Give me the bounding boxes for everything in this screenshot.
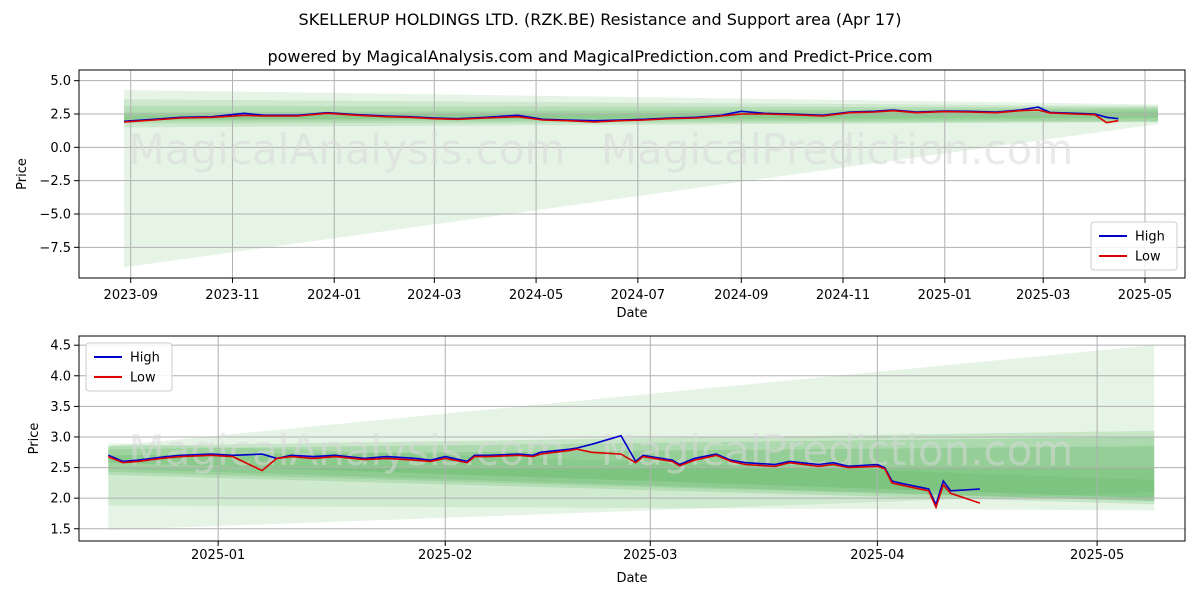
legend-box	[1090, 221, 1178, 271]
watermark-text: MagicalAnalysis.com	[129, 426, 566, 475]
legend-box	[85, 342, 173, 392]
x-tick-label: 2024-11	[816, 288, 870, 303]
chart-subtitle: powered by MagicalAnalysis.com and Magic…	[267, 47, 932, 66]
series-line-low	[107, 448, 981, 510]
legend-label-low: Low	[130, 371, 156, 386]
band-area	[124, 99, 1159, 128]
legend-label-high: High	[130, 351, 160, 366]
legend-label-low: Low	[1135, 250, 1161, 265]
y-tick-label: 5.0	[50, 74, 71, 89]
legend-label-high: High	[1135, 230, 1165, 245]
legend: High Low	[1090, 221, 1178, 271]
y-tick-label: 3.5	[50, 400, 71, 415]
x-axis-label: Date	[616, 306, 647, 321]
grid-lines	[79, 70, 1185, 278]
x-tick-label: 2024-07	[611, 288, 665, 303]
x-tick-label: 2025-01	[918, 288, 972, 303]
x-tick-label: 2025-03	[1016, 288, 1070, 303]
band-area	[108, 436, 1155, 502]
legend: High Low	[85, 342, 173, 392]
band-area	[124, 90, 1159, 268]
axes-frame	[78, 69, 1186, 279]
y-tick-label: 0.0	[50, 141, 71, 156]
plot-bottom: 2025-01 2025-02 2025-03 2025-04 2025-05 4.5 4.…	[27, 335, 1186, 586]
x-tick-label: 2025-05	[1070, 548, 1124, 563]
y-tick-label: 2.0	[50, 492, 71, 507]
y-tick-label: 4.5	[50, 339, 71, 354]
watermark-text: MagicalAnalysis.com	[129, 125, 566, 174]
series-line-low	[123, 109, 1119, 124]
x-tick-label: 2024-09	[714, 288, 768, 303]
x-tick-label: 2024-01	[307, 288, 361, 303]
x-axis-label: Date	[616, 571, 647, 586]
x-tick-label: 2025-01	[191, 548, 245, 563]
chart-title: SKELLERUP HOLDINGS LTD. (RZK.BE) Resista…	[299, 10, 902, 29]
watermark-text: MagicalPrediction.com	[601, 426, 1074, 475]
tick-labels: 2025-01 2025-02 2025-03 2025-04 2025-05 4.5 4.…	[50, 339, 1124, 563]
y-tick-label: 2.5	[50, 461, 71, 476]
x-tick-label: 2025-04	[850, 548, 904, 563]
y-tick-label: −5.0	[39, 208, 71, 223]
tick-labels: 2023-09 2023-11 2024-01 2024-03 2024-05 2024-…	[39, 74, 1172, 303]
grid-lines	[79, 336, 1185, 541]
y-axis-label: Price	[27, 423, 42, 455]
x-tick-label: 2024-03	[407, 288, 461, 303]
x-tick-label: 2023-11	[205, 288, 259, 303]
y-tick-label: 3.0	[50, 430, 71, 445]
axes-frame	[78, 335, 1186, 542]
y-tick-label: 1.5	[50, 522, 71, 537]
y-tick-label: 4.0	[50, 369, 71, 384]
y-axis-label: Price	[15, 158, 30, 190]
y-tick-label: −7.5	[39, 241, 71, 256]
y-tick-label: 2.5	[50, 108, 71, 123]
y-tick-label: −2.5	[39, 174, 71, 189]
watermark-text: MagicalPrediction.com	[601, 125, 1074, 174]
x-tick-label: 2025-05	[1118, 288, 1172, 303]
band-area	[108, 467, 1155, 502]
x-tick-label: 2025-03	[623, 548, 677, 563]
plot-top: 2023-09 2023-11 2024-01 2024-03 2024-05 2024-…	[15, 69, 1186, 321]
x-tick-label: 2023-09	[104, 288, 158, 303]
x-tick-label: 2024-05	[509, 288, 563, 303]
x-tick-label: 2025-02	[418, 548, 472, 563]
